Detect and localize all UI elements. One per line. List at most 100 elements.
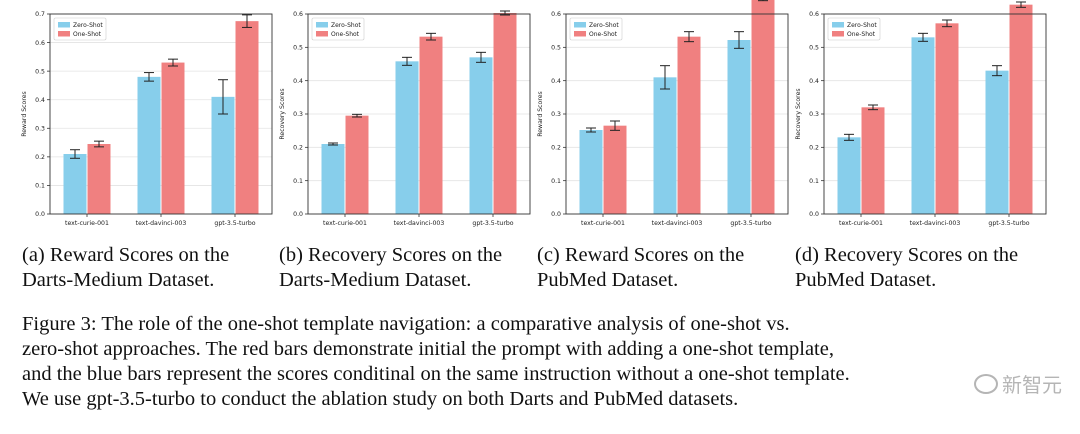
legend-swatch-one-shot-c bbox=[574, 31, 586, 37]
subcaption-d-line-2: PubMed Dataset. bbox=[795, 269, 937, 291]
error-bar-one-shot-a-0 bbox=[94, 140, 104, 148]
bar-one-shot-a-2 bbox=[235, 21, 259, 215]
legend-c: Zero-Shot One-Shot bbox=[569, 17, 623, 41]
bar-one-shot-b-0 bbox=[345, 115, 369, 214]
y-axis-label-c: Reward Scores bbox=[537, 91, 544, 137]
y-tick-label-c-3: 0.3 bbox=[551, 111, 561, 118]
y-tick-label-a-0: 0.0 bbox=[35, 211, 45, 218]
x-tick-label-b-0: text-curie-001 bbox=[323, 220, 367, 227]
chart-panel-d: 0.0 0.1 0.2 0.3 0.4 0.5 0.6 text-curie-001 text-… bbox=[794, 1, 1056, 238]
bar-one-shot-c-0 bbox=[603, 125, 627, 214]
x-tick-label-b-2: gpt-3.5-turbo bbox=[472, 220, 513, 227]
y-tick-label-d-1: 0.1 bbox=[809, 178, 819, 185]
figure-caption-line-2: zero-shot approaches. The red bars demon… bbox=[22, 338, 834, 360]
bar-chart-a: 0.0 0.1 0.2 0.3 0.4 0.5 0.6 0.7 text-curie-001 te… bbox=[21, 11, 273, 227]
y-tick-label-a-5: 0.5 bbox=[35, 68, 45, 75]
bar-chart-b: 0.0 0.1 0.2 0.3 0.4 0.5 0.6 text-curie-001 text-… bbox=[279, 10, 531, 227]
error-bar-one-shot-c-2 bbox=[758, 0, 768, 2]
x-tick-label-a-2: gpt-3.5-turbo bbox=[214, 220, 255, 227]
error-bar-zero-shot-a-1 bbox=[144, 72, 154, 82]
subcaption-d-line-1: (d) Recovery Scores on the bbox=[795, 244, 1019, 266]
bar-zero-shot-b-1 bbox=[395, 61, 419, 215]
bar-zero-shot-d-0 bbox=[837, 137, 861, 214]
bar-one-shot-c-1 bbox=[677, 36, 701, 215]
figure-caption-line-4: We use gpt-3.5-turbo to conduct the abla… bbox=[22, 388, 739, 410]
legend-swatch-zero-shot-c bbox=[574, 22, 586, 28]
bar-zero-shot-b-0 bbox=[321, 144, 345, 214]
y-tick-label-b-3: 0.3 bbox=[293, 111, 303, 118]
plot-frame-d bbox=[823, 13, 1047, 215]
y-tick-label-a-7: 0.7 bbox=[35, 11, 45, 18]
legend-label-one-shot-d: One-Shot bbox=[847, 31, 876, 38]
bar-one-shot-c-2 bbox=[751, 0, 775, 215]
x-tick-label-d-1: text-davinci-003 bbox=[910, 220, 961, 227]
legend-swatch-one-shot-b bbox=[316, 31, 328, 37]
bar-one-shot-d-2 bbox=[1009, 4, 1033, 214]
bar-one-shot-d-0 bbox=[861, 107, 885, 214]
bar-one-shot-a-0 bbox=[87, 144, 111, 214]
bar-zero-shot-a-1 bbox=[137, 76, 161, 214]
y-tick-label-b-1: 0.1 bbox=[293, 178, 303, 185]
legend-label-zero-shot-a: Zero-Shot bbox=[73, 22, 103, 29]
bar-chart-c: 0.0 0.1 0.2 0.3 0.4 0.5 0.6 text-curie-001 text-… bbox=[537, 0, 789, 227]
subcaption-b-line-2: Darts-Medium Dataset. bbox=[279, 269, 472, 291]
y-tick-label-c-2: 0.2 bbox=[551, 145, 561, 152]
error-bar-one-shot-d-1 bbox=[942, 19, 952, 28]
legend-swatch-zero-shot-d bbox=[832, 22, 844, 28]
subcaption-a-line-1: (a) Reward Scores on the bbox=[22, 244, 230, 266]
error-bar-zero-shot-a-2 bbox=[218, 79, 228, 115]
plot-frame-c bbox=[565, 13, 789, 215]
chart-panel-a: 0.0 0.1 0.2 0.3 0.4 0.5 0.6 0.7 text-curie-001 te… bbox=[20, 8, 282, 238]
y-tick-label-d-0: 0.0 bbox=[809, 211, 819, 218]
error-bar-one-shot-a-2 bbox=[242, 14, 252, 28]
error-bar-zero-shot-b-0 bbox=[328, 142, 338, 146]
bar-zero-shot-a-2 bbox=[211, 96, 235, 214]
y-tick-label-d-2: 0.2 bbox=[809, 145, 819, 152]
y-tick-label-c-5: 0.5 bbox=[551, 45, 561, 52]
error-bar-zero-shot-c-2 bbox=[734, 31, 744, 49]
figure-caption-line-1: Figure 3: The role of the one-shot templ… bbox=[22, 313, 790, 335]
subcaption-c-line-1: (c) Reward Scores on the bbox=[537, 244, 745, 266]
x-tick-label-a-0: text-curie-001 bbox=[65, 220, 109, 227]
y-tick-label-b-6: 0.6 bbox=[293, 11, 303, 18]
y-tick-label-c-0: 0.0 bbox=[551, 211, 561, 218]
x-tick-label-d-0: text-curie-001 bbox=[839, 220, 883, 227]
legend-a: Zero-Shot One-Shot bbox=[53, 17, 107, 41]
subcaption-d: (d) Recovery Scores on the PubMed Datase… bbox=[795, 243, 1018, 293]
bar-zero-shot-c-2 bbox=[727, 40, 751, 214]
y-tick-label-b-4: 0.4 bbox=[293, 78, 303, 85]
subcaption-c-line-2: PubMed Dataset. bbox=[537, 269, 679, 291]
x-tick-label-c-1: text-davinci-003 bbox=[652, 220, 703, 227]
figure-caption-line-3: and the blue bars represent the scores c… bbox=[22, 363, 850, 385]
plot-frame-a bbox=[49, 13, 273, 215]
x-tick-label-b-1: text-davinci-003 bbox=[394, 220, 445, 227]
bar-one-shot-d-1 bbox=[935, 23, 959, 215]
subcaption-b-line-1: (b) Recovery Scores on the bbox=[279, 244, 503, 266]
legend-label-one-shot-b: One-Shot bbox=[331, 31, 360, 38]
y-tick-label-b-5: 0.5 bbox=[293, 45, 303, 52]
y-tick-label-b-2: 0.2 bbox=[293, 145, 303, 152]
bar-zero-shot-d-1 bbox=[911, 37, 935, 214]
y-tick-label-d-5: 0.5 bbox=[809, 45, 819, 52]
subcaption-a: (a) Reward Scores on the Darts-Medium Da… bbox=[22, 243, 229, 293]
legend-label-one-shot-c: One-Shot bbox=[589, 31, 618, 38]
legend-d: Zero-Shot One-Shot bbox=[827, 17, 881, 41]
error-bar-zero-shot-d-1 bbox=[918, 32, 928, 42]
y-tick-label-a-6: 0.6 bbox=[35, 40, 45, 47]
legend-label-zero-shot-b: Zero-Shot bbox=[331, 22, 361, 29]
subcaption-c: (c) Reward Scores on the PubMed Dataset. bbox=[537, 243, 744, 293]
error-bar-one-shot-d-2 bbox=[1016, 1, 1026, 8]
x-tick-label-c-2: gpt-3.5-turbo bbox=[730, 220, 771, 227]
bar-zero-shot-d-2 bbox=[985, 70, 1009, 214]
y-tick-label-c-4: 0.4 bbox=[551, 78, 561, 85]
error-bar-zero-shot-d-2 bbox=[992, 65, 1002, 77]
bar-zero-shot-c-0 bbox=[579, 130, 603, 214]
y-tick-label-c-6: 0.6 bbox=[551, 11, 561, 18]
y-tick-label-d-3: 0.3 bbox=[809, 111, 819, 118]
legend-label-zero-shot-d: Zero-Shot bbox=[847, 22, 877, 29]
error-bar-one-shot-b-1 bbox=[426, 32, 436, 41]
x-tick-label-d-2: gpt-3.5-turbo bbox=[988, 220, 1029, 227]
y-tick-label-a-2: 0.2 bbox=[35, 154, 45, 161]
error-bar-one-shot-c-0 bbox=[610, 120, 620, 131]
legend-swatch-zero-shot-a bbox=[58, 22, 70, 28]
